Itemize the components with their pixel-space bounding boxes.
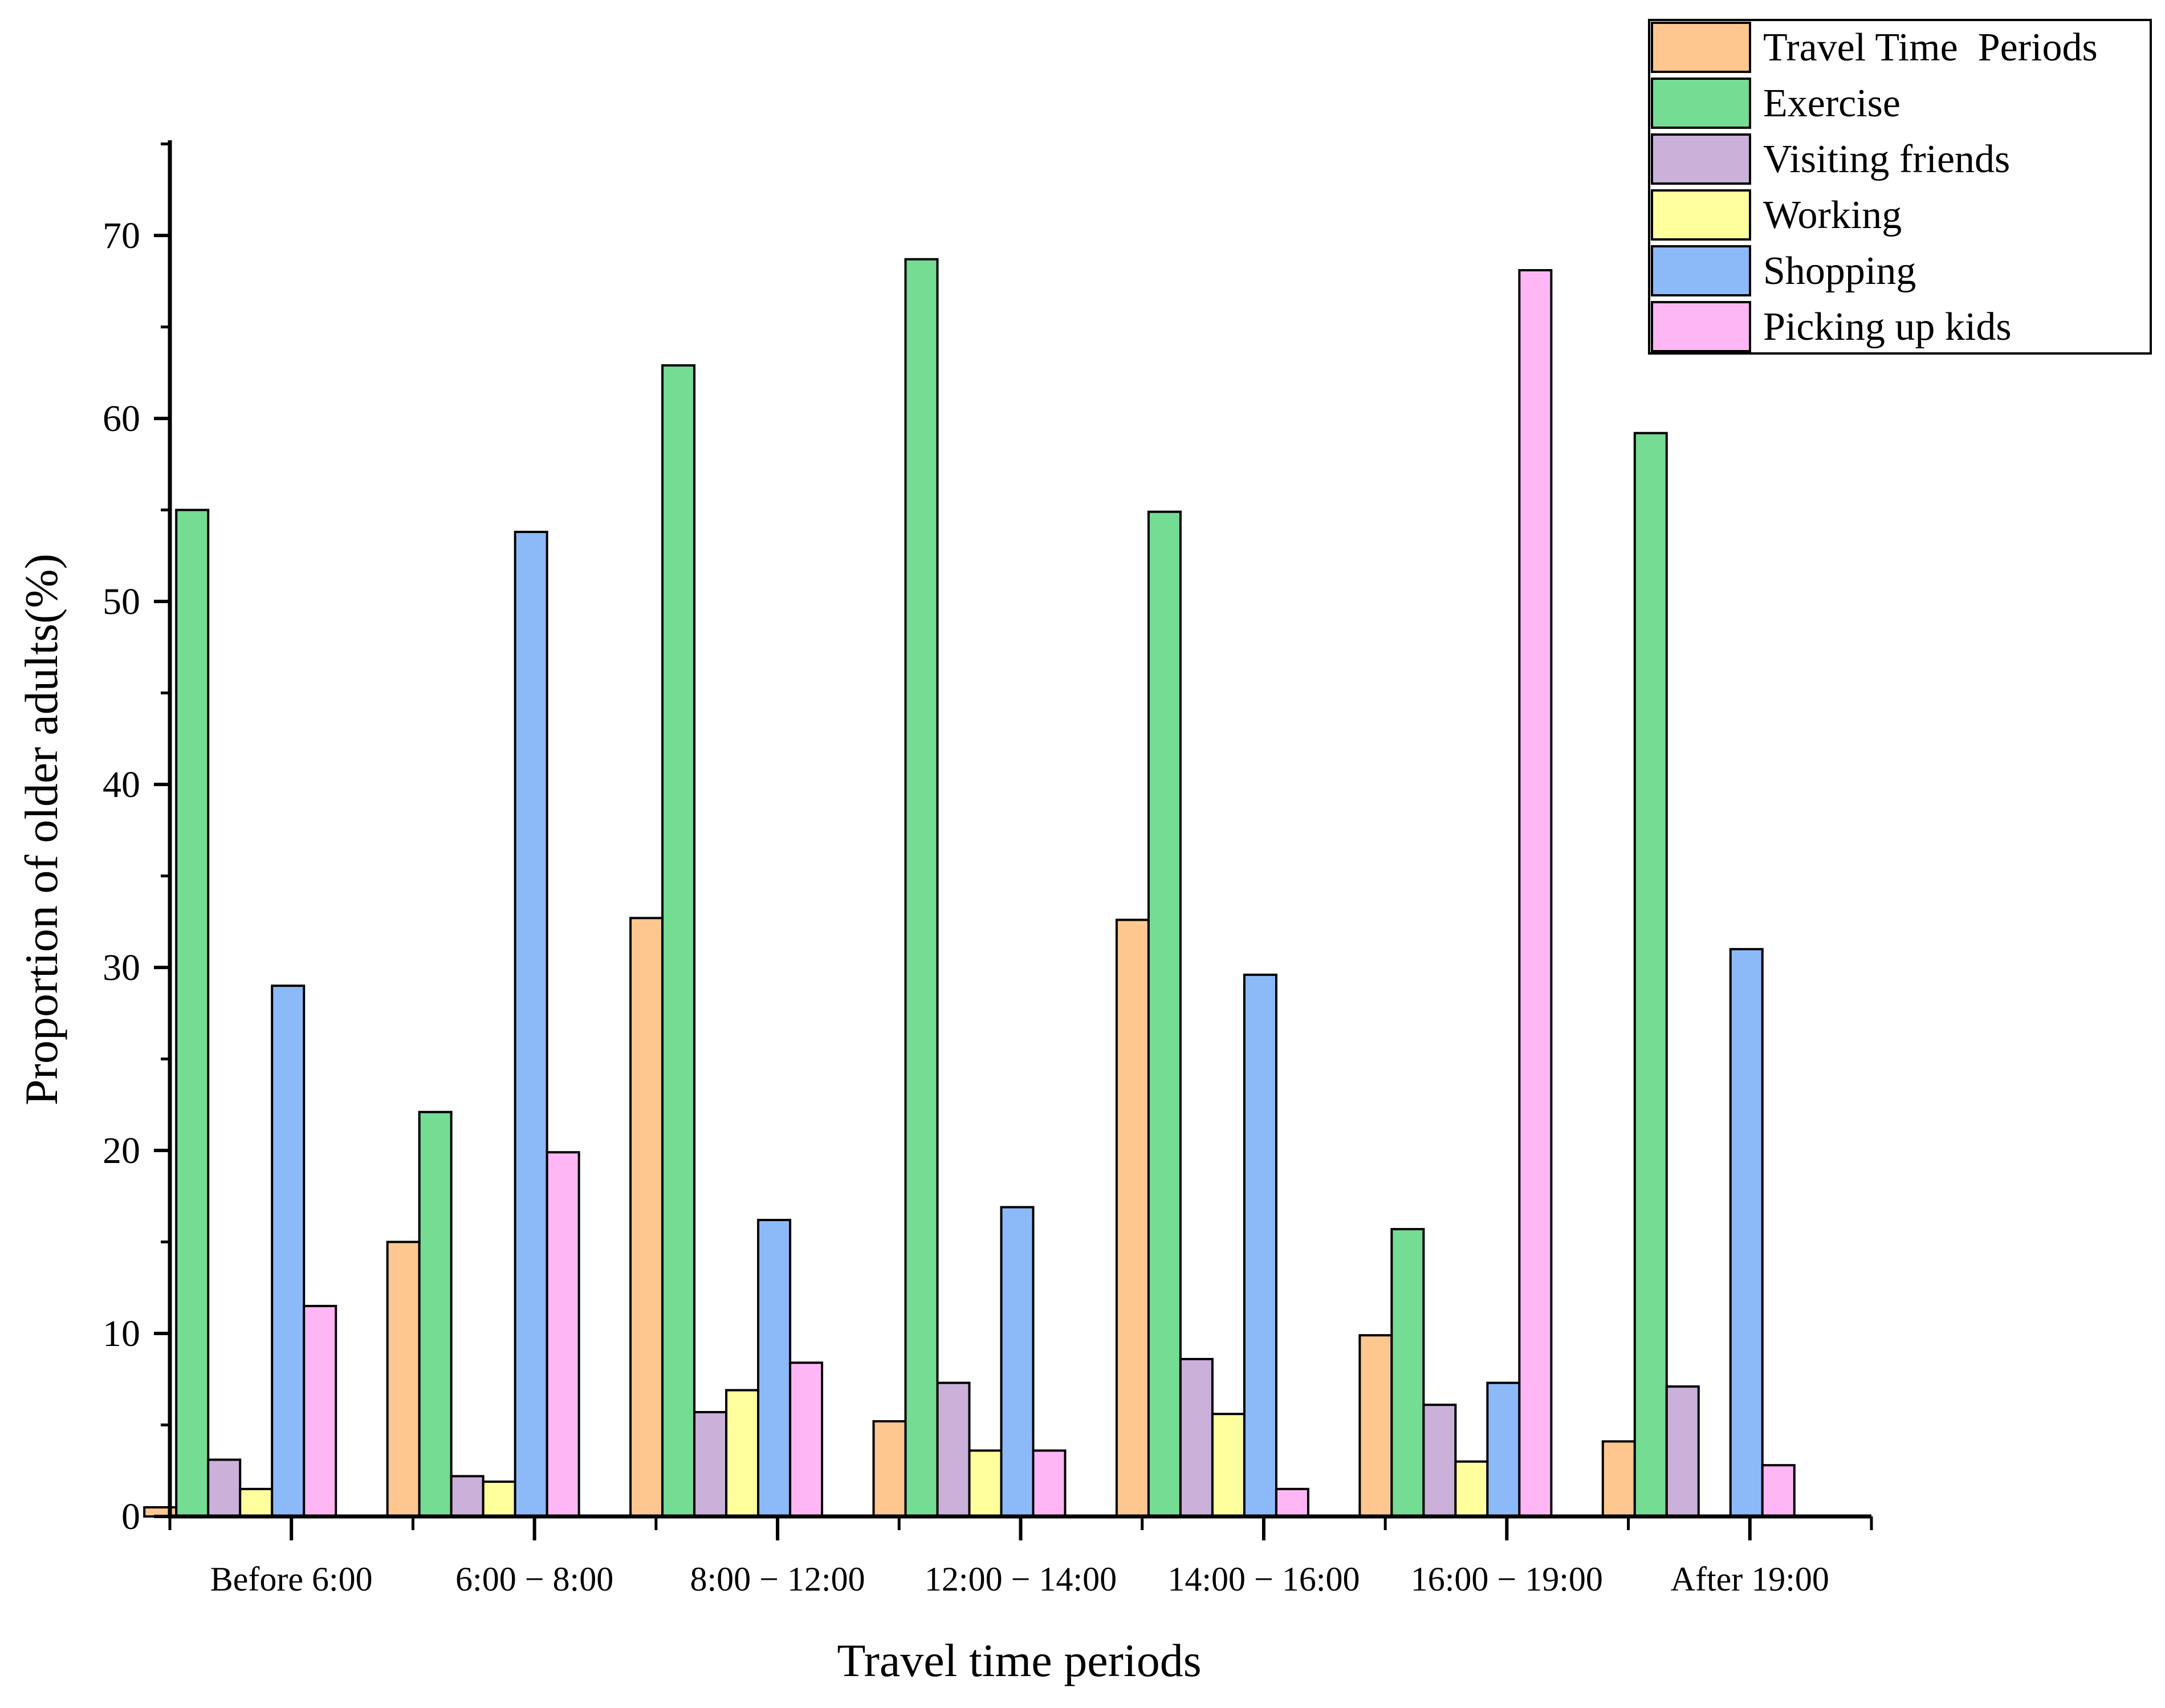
bar-visiting-friends [1665,1385,1700,1518]
y-tick-label: 40 [103,764,140,806]
legend-label: Picking up kids [1763,305,2012,349]
y-tick-label: 20 [103,1130,140,1172]
bar-working [482,1481,516,1518]
x-tick-label: 6:00 − 8:00 [455,1560,613,1598]
bar-visiting-friends [207,1458,242,1518]
x-ticks: Before 6:00 6:00 − 8:00 8:00 − 12:00 12:00 … [168,1516,1873,1598]
legend-swatch [1651,189,1751,241]
bar-picking-up-kids [1518,269,1553,1518]
legend-label: Travel Time Periods [1763,26,2098,70]
bar-visiting-friends [693,1411,728,1518]
y-tick-label: 70 [103,215,140,257]
bar-shopping [1486,1381,1521,1518]
bar-exercise [418,1111,453,1518]
bar-shopping [1729,947,1764,1518]
y-axis-title: Proportion of older adults(%) [15,554,67,1105]
bar-working [968,1449,1003,1518]
legend-swatch [1651,78,1751,129]
legend-swatch [1651,245,1751,296]
legend-label: Visiting friends [1763,137,2010,181]
x-tick-label: After 19:00 [1671,1560,1829,1598]
y-tick-label: 10 [103,1313,140,1355]
bar-shopping [514,531,548,1518]
bar-visiting-friends [450,1475,485,1518]
bar-working [1454,1460,1489,1518]
bar-picking-up-kids [1275,1487,1309,1518]
bar-exercise [175,509,210,1518]
y-ticks: 0 10 20 30 40 50 60 70 [103,143,170,1538]
bar-exercise [1147,510,1182,1518]
legend-swatch [1651,133,1751,185]
bar-travel-time-periods [1358,1334,1393,1518]
x-axis-title: Travel time periods [837,1634,1201,1686]
bar-shopping [757,1218,792,1518]
bar-travel-time-periods [872,1420,907,1518]
bar-shopping [271,985,306,1518]
legend-swatch [1651,22,1751,73]
bar-working [1211,1413,1246,1518]
legend: Travel Time Periods Exercise Visiting frie… [1648,19,2152,355]
x-tick-label: 12:00 − 14:00 [925,1560,1117,1598]
bar-picking-up-kids [1032,1449,1067,1518]
bar-working [239,1487,274,1518]
bar-shopping [1000,1206,1035,1518]
x-tick-label: 14:00 − 16:00 [1167,1560,1360,1598]
bar-visiting-friends [1422,1404,1457,1518]
bar-visiting-friends [936,1381,971,1518]
bar-exercise [661,364,696,1518]
y-tick-label: 60 [103,398,140,440]
x-tick-label: 8:00 − 12:00 [690,1560,865,1598]
bar-exercise [904,258,939,1518]
legend-swatch [1651,301,1751,352]
bar-working [725,1389,760,1518]
y-tick-label: 30 [103,947,140,989]
y-tick-label: 0 [121,1496,140,1538]
bar-exercise [1633,432,1668,1518]
bar-picking-up-kids [546,1151,580,1518]
bars-layer [143,258,1796,1518]
bar-travel-time-periods [386,1241,421,1518]
bar-picking-up-kids [1761,1464,1796,1518]
bar-picking-up-kids [789,1361,824,1518]
x-tick-label: 16:00 − 19:00 [1411,1560,1603,1598]
legend-label: Exercise [1763,82,1901,125]
bar-shopping [1243,973,1277,1518]
legend-label: Working [1763,193,1902,237]
bar-travel-time-periods [1115,918,1150,1518]
y-tick-label: 50 [103,581,140,623]
bar-travel-time-periods [629,917,664,1518]
bar-travel-time-periods [1601,1440,1636,1518]
bar-exercise [1390,1228,1425,1518]
bar-picking-up-kids [303,1304,337,1518]
legend-frame [1648,19,2152,355]
bar-visiting-friends [1179,1357,1214,1518]
legend-label: Shopping [1763,249,1916,293]
x-tick-label: Before 6:00 [210,1560,373,1598]
